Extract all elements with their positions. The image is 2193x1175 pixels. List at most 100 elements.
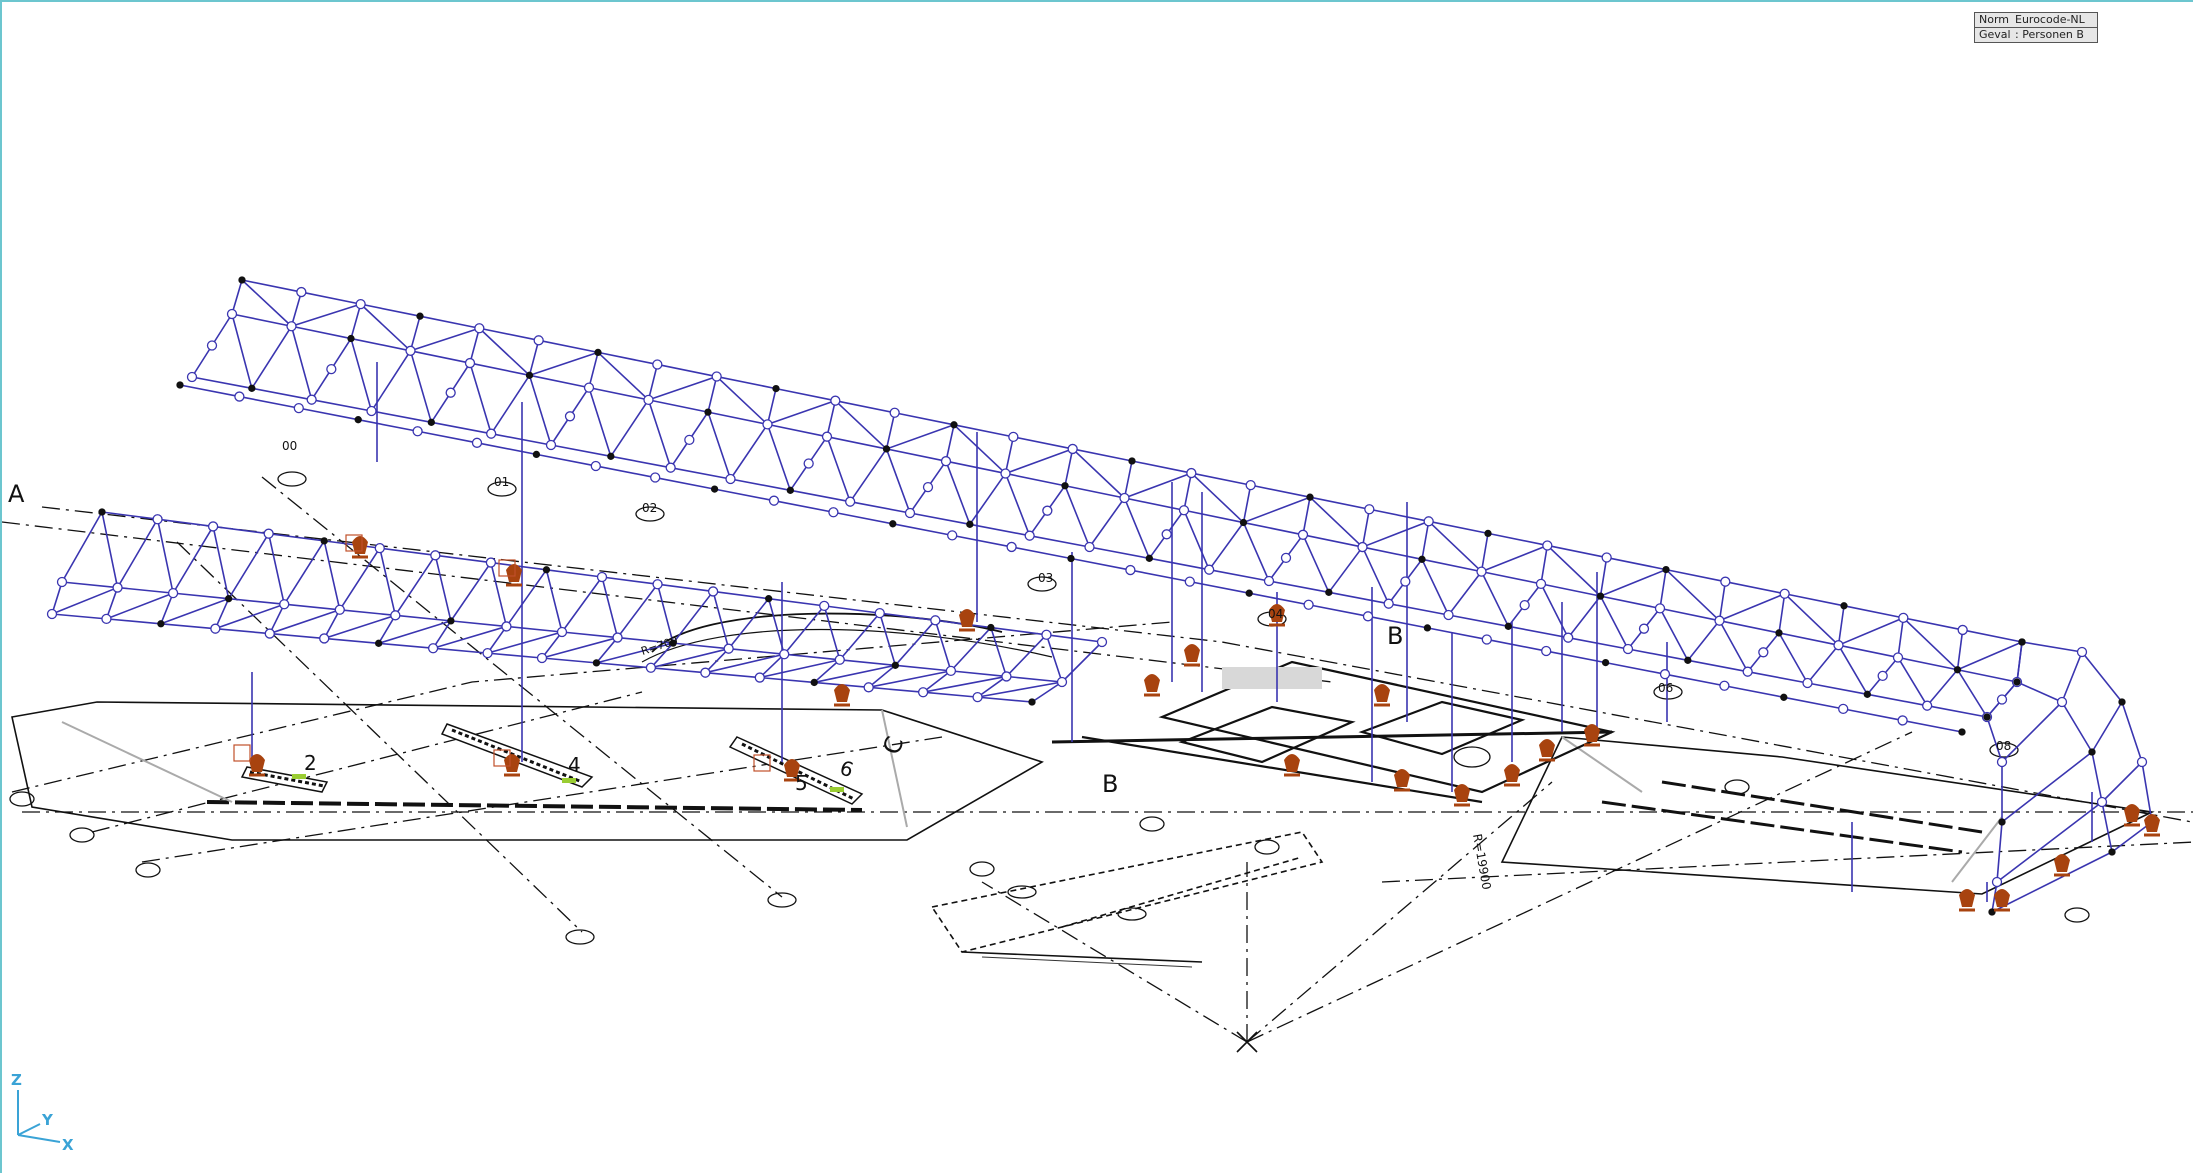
chord-member[interactable]: [541, 657, 597, 664]
curved-rib[interactable]: [1991, 851, 2113, 913]
diagonal-member[interactable]: [101, 511, 119, 588]
diagonal-member[interactable]: [231, 313, 253, 389]
joint-node[interactable]: [1096, 636, 1108, 648]
chord-member[interactable]: [117, 586, 174, 594]
chord-member[interactable]: [833, 511, 893, 525]
chord-member[interactable]: [1724, 684, 1784, 699]
chord-member[interactable]: [775, 387, 836, 402]
rib-member[interactable]: [339, 547, 381, 611]
rib-member[interactable]: [610, 399, 650, 457]
rib-member[interactable]: [839, 612, 881, 661]
diagonal-member[interactable]: [469, 362, 492, 434]
rib-member[interactable]: [868, 664, 896, 688]
joint-node[interactable]: [293, 402, 304, 414]
joint-node[interactable]: [264, 628, 275, 639]
joint-fixed[interactable]: [1998, 818, 2006, 826]
joint-node[interactable]: [1357, 541, 1368, 553]
joint-fixed[interactable]: [447, 617, 455, 625]
joint-node[interactable]: [464, 357, 476, 369]
joint-node[interactable]: [486, 428, 497, 439]
curved-rib[interactable]: [2101, 761, 2143, 803]
diagonal-member[interactable]: [323, 614, 396, 640]
joint-node[interactable]: [650, 472, 661, 483]
support-node[interactable]: [834, 684, 850, 707]
rib-member[interactable]: [290, 291, 303, 327]
joint-fixed[interactable]: [1128, 457, 1136, 465]
curved-rib[interactable]: [1996, 801, 2103, 883]
chord-member[interactable]: [395, 614, 451, 622]
joint-fixed[interactable]: [1504, 622, 1512, 630]
joint-fixed[interactable]: [1245, 589, 1253, 597]
chord-member[interactable]: [51, 613, 107, 620]
rib-member[interactable]: [541, 631, 563, 659]
chord-member[interactable]: [1487, 532, 1548, 547]
structure-joints[interactable]: [46, 276, 2156, 916]
rib-member[interactable]: [650, 642, 674, 669]
chord-member[interactable]: [1807, 682, 1868, 696]
chord-member[interactable]: [435, 554, 491, 564]
joint-node[interactable]: [1245, 479, 1256, 491]
diagonal-member[interactable]: [953, 424, 1007, 475]
joint-node[interactable]: [1119, 492, 1130, 504]
chord-member[interactable]: [886, 448, 947, 462]
joint-node[interactable]: [1161, 529, 1172, 540]
rib-member[interactable]: [1242, 484, 1252, 523]
rib-member[interactable]: [945, 424, 955, 462]
rib-member[interactable]: [647, 364, 659, 401]
diagonal-member[interactable]: [656, 584, 674, 644]
joint-node[interactable]: [1957, 624, 1968, 636]
rib-member[interactable]: [1302, 497, 1311, 535]
joint-node[interactable]: [1303, 599, 1314, 610]
joint-fixed[interactable]: [320, 537, 328, 545]
joint-node[interactable]: [2136, 756, 2148, 768]
chord-member[interactable]: [215, 627, 270, 635]
rib-member[interactable]: [1659, 569, 1667, 609]
diagonal-member[interactable]: [290, 326, 313, 400]
rib-member[interactable]: [595, 637, 619, 664]
joint-node[interactable]: [210, 623, 221, 634]
chord-member[interactable]: [1388, 602, 1449, 616]
joint-node[interactable]: [1280, 552, 1292, 564]
chord-member[interactable]: [160, 622, 216, 630]
chord-member[interactable]: [835, 399, 895, 414]
chord-member[interactable]: [179, 384, 240, 398]
joint-fixed[interactable]: [1145, 554, 1153, 562]
joint-node[interactable]: [206, 340, 218, 351]
joint-fixed[interactable]: [1662, 565, 1670, 574]
joint-node[interactable]: [355, 298, 366, 310]
joint-node[interactable]: [1056, 676, 1068, 688]
curved-rib[interactable]: [2016, 641, 2023, 683]
joint-fixed[interactable]: [2018, 638, 2026, 646]
chord-member[interactable]: [969, 523, 1030, 537]
diagonal-member[interactable]: [545, 569, 563, 633]
joint-node[interactable]: [834, 654, 845, 665]
diagonal-member[interactable]: [1242, 522, 1270, 582]
joint-fixed[interactable]: [375, 639, 383, 647]
rib-member[interactable]: [977, 675, 1007, 698]
rib-member[interactable]: [1718, 581, 1727, 621]
joint-node[interactable]: [326, 363, 337, 375]
chord-member[interactable]: [1005, 472, 1066, 487]
joint-node[interactable]: [207, 521, 219, 532]
diagonal-member[interactable]: [990, 627, 1008, 677]
rib-member[interactable]: [728, 598, 770, 650]
chord-member[interactable]: [450, 620, 507, 628]
chord-member[interactable]: [1130, 569, 1190, 583]
chord-member[interactable]: [417, 430, 478, 444]
joint-node[interactable]: [101, 613, 112, 625]
chord-member[interactable]: [1070, 557, 1131, 571]
chord-member[interactable]: [1927, 704, 1988, 718]
curved-chord[interactable]: [2021, 641, 2083, 653]
joint-node[interactable]: [186, 371, 198, 383]
joint-fixed[interactable]: [416, 312, 424, 320]
chord-member[interactable]: [1189, 580, 1250, 594]
joint-node[interactable]: [922, 481, 934, 493]
joint-node[interactable]: [1719, 680, 1730, 691]
joint-node[interactable]: [645, 662, 657, 673]
chord-member[interactable]: [650, 666, 706, 674]
chord-member[interactable]: [1784, 592, 1845, 607]
chord-member[interactable]: [1006, 675, 1063, 683]
support-node[interactable]: [2124, 804, 2140, 827]
diagonal-member[interactable]: [160, 597, 229, 625]
